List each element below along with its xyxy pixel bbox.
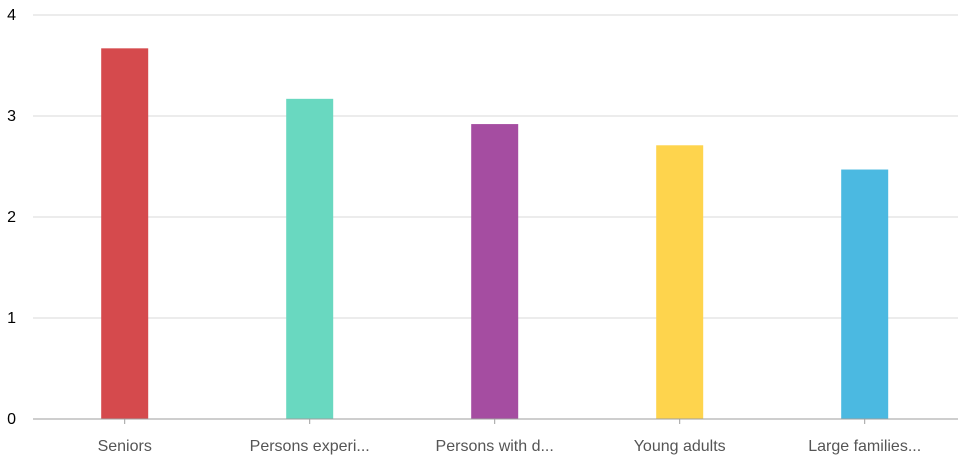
x-tick-label: Seniors	[98, 438, 152, 455]
x-tick-label: Persons experi...	[250, 438, 370, 455]
bar[interactable]	[841, 169, 889, 419]
bar[interactable]	[286, 98, 334, 419]
y-axis-tick-labels: 0 1 2 3 4	[7, 7, 16, 428]
bar[interactable]	[471, 124, 519, 419]
x-tick-label: Large families...	[808, 438, 921, 455]
y-tick-label: 2	[7, 209, 16, 226]
bar[interactable]	[656, 145, 704, 420]
x-axis-tick-labels: Seniors Persons experi... Persons with d..…	[98, 419, 921, 455]
y-tick-label: 1	[7, 310, 16, 327]
bar[interactable]	[101, 48, 149, 420]
x-tick-label: Young adults	[634, 438, 726, 455]
bars	[101, 48, 889, 420]
y-tick-label: 0	[7, 411, 16, 428]
y-tick-label: 3	[7, 108, 16, 125]
x-tick-label: Persons with d...	[436, 438, 554, 455]
y-tick-label: 4	[7, 7, 16, 24]
